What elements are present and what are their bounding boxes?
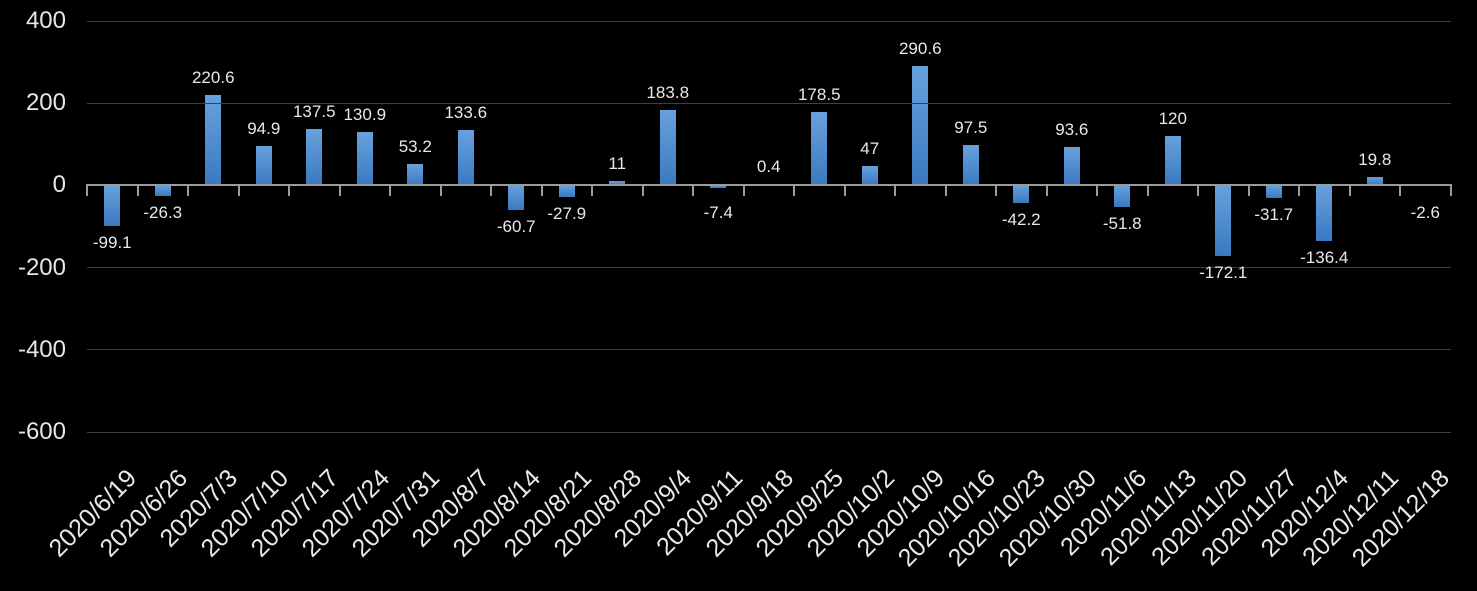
bar-value-label: -7.4 <box>703 203 733 223</box>
bar-value-label: 47 <box>860 139 880 159</box>
bar <box>962 145 979 186</box>
bar <box>205 94 222 186</box>
axis-tick <box>86 184 88 197</box>
bar <box>811 112 828 186</box>
bar-value-label: 0.4 <box>756 157 781 177</box>
bar-value-label: 178.5 <box>797 85 841 105</box>
axis-tick <box>338 184 341 197</box>
x-axis-line <box>86 184 1452 187</box>
bar <box>154 185 171 197</box>
axis-tick <box>540 184 543 197</box>
bar-value-label: 19.8 <box>1358 150 1392 170</box>
y-axis-tick-label: -400 <box>17 335 66 363</box>
axis-tick <box>136 184 139 197</box>
bar-value-label: 130.9 <box>343 104 387 124</box>
bar-value-label: -27.9 <box>547 203 587 223</box>
axis-tick <box>742 184 745 197</box>
axis-tick <box>793 184 795 197</box>
axis-tick <box>641 184 644 197</box>
bar <box>104 185 121 227</box>
bar <box>659 109 676 186</box>
bar <box>912 65 929 186</box>
bar <box>558 185 575 197</box>
bar <box>1164 136 1181 186</box>
bar-value-label: 93.6 <box>1055 119 1089 139</box>
bar-value-label: -51.8 <box>1102 213 1142 233</box>
bar-value-label: 290.6 <box>898 38 942 58</box>
axis-tick <box>389 184 391 197</box>
y-axis-tick-label: -600 <box>17 418 66 445</box>
bar <box>1366 177 1383 186</box>
bar <box>1063 146 1080 186</box>
bar-value-label: 53.2 <box>398 136 432 156</box>
axis-tick <box>591 184 593 197</box>
bar <box>356 131 373 186</box>
bar-value-label: 220.6 <box>191 67 235 87</box>
axis-tick <box>1298 184 1300 197</box>
bar-value-label: -31.7 <box>1254 205 1294 225</box>
bar <box>1215 185 1232 257</box>
axis-tick <box>187 184 189 197</box>
bar <box>710 185 727 189</box>
axis-tick <box>237 184 240 197</box>
y-axis-tick-label: 200 <box>25 89 66 117</box>
axis-tick <box>1247 184 1250 197</box>
axis-tick <box>1146 184 1149 197</box>
axis-tick <box>894 184 896 197</box>
gridline <box>87 349 1451 351</box>
bar <box>861 166 878 186</box>
y-axis-tick-label: -200 <box>17 253 66 281</box>
bar-value-label: -172.1 <box>1199 263 1248 283</box>
gridline <box>87 431 1451 433</box>
bar <box>609 180 626 186</box>
axis-tick <box>1449 184 1452 197</box>
bar-value-label: -99.1 <box>92 233 132 253</box>
axis-tick <box>843 184 846 197</box>
axis-tick <box>439 184 442 197</box>
bar <box>1316 185 1333 242</box>
axis-tick <box>1045 184 1048 197</box>
bar-value-label: 94.9 <box>247 119 281 139</box>
axis-tick <box>288 184 290 197</box>
y-axis-tick-label: 0 <box>52 171 66 199</box>
bar <box>407 163 424 186</box>
bar <box>508 185 525 211</box>
gridline <box>87 267 1451 269</box>
y-axis-tick-label: 400 <box>25 7 66 34</box>
bar <box>1114 185 1131 207</box>
bar-value-label: 137.5 <box>292 101 336 121</box>
bar <box>1265 185 1282 199</box>
bar-value-label: -42.2 <box>1001 209 1041 229</box>
bar-value-label: 133.6 <box>444 103 488 123</box>
bar-value-label: 120 <box>1158 109 1187 129</box>
bar <box>306 128 323 186</box>
bar <box>255 146 272 186</box>
bar-value-label: 11 <box>608 153 627 173</box>
axis-tick <box>944 184 947 197</box>
gridline <box>87 20 1451 22</box>
bar-value-label: -60.7 <box>496 217 536 237</box>
bar <box>1013 185 1030 203</box>
axis-tick <box>1197 184 1199 197</box>
axis-tick <box>692 184 694 197</box>
axis-tick <box>1399 184 1401 197</box>
bar-value-label: 97.5 <box>954 118 988 138</box>
bar-value-label: -2.6 <box>1410 203 1440 223</box>
axis-tick <box>995 184 997 197</box>
bar-value-label: 183.8 <box>646 82 690 102</box>
axis-tick <box>1348 184 1351 197</box>
bar-value-label: -136.4 <box>1300 248 1349 268</box>
bar <box>457 130 474 186</box>
axis-tick <box>1096 184 1098 197</box>
axis-tick <box>490 184 492 197</box>
bar-value-label: -26.3 <box>143 203 183 223</box>
gridline <box>87 102 1451 104</box>
